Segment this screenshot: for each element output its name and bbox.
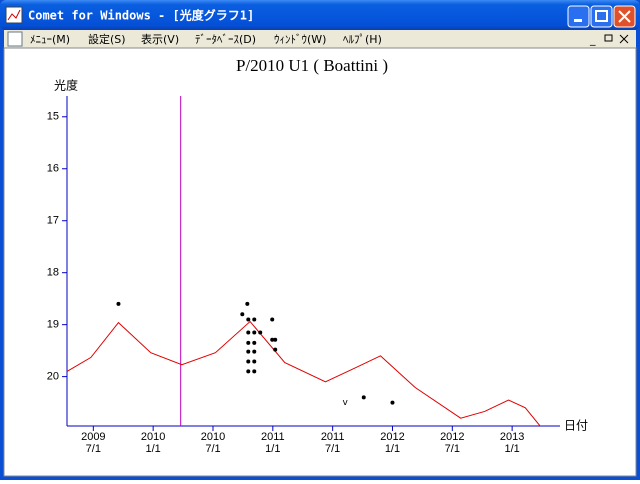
child-close[interactable] xyxy=(619,34,629,44)
observation-dot xyxy=(390,400,395,405)
menu-item[interactable]: 設定(S) xyxy=(88,32,126,46)
menu-item[interactable]: ｳｨﾝﾄﾞｳ(W) xyxy=(274,33,326,46)
chart-title: P/2010 U1 ( Boattini ) xyxy=(236,56,388,75)
x-tick-label: 7/1 xyxy=(325,443,340,455)
menu-item[interactable]: ﾃﾞｰﾀﾍﾞｰｽ(D) xyxy=(195,33,256,46)
y-tick-label: 16 xyxy=(47,163,59,175)
x-tick-label: 2011 xyxy=(261,431,285,443)
observation-dot xyxy=(252,340,257,345)
observation-dot xyxy=(252,359,257,364)
menu-item[interactable]: ﾒﾆｭｰ(M) xyxy=(30,33,70,46)
maximize-icon xyxy=(595,10,608,22)
menu-item[interactable]: ﾍﾙﾌﾟ(H) xyxy=(343,33,382,46)
observation-dot xyxy=(361,395,366,400)
x-tick-label: 1/1 xyxy=(146,443,161,455)
observation-dot xyxy=(245,301,250,306)
menu-item[interactable]: 表示(V) xyxy=(141,32,179,46)
observation-dot xyxy=(246,317,251,322)
observation-dot xyxy=(258,330,263,335)
x-tick-label: 1/1 xyxy=(385,443,400,455)
maximize-button[interactable] xyxy=(590,5,613,28)
observation-dot xyxy=(252,349,257,354)
prediction-curve xyxy=(66,320,541,426)
x-tick-label: 1/1 xyxy=(265,443,280,455)
y-tick-label: 20 xyxy=(47,371,59,383)
y-tick-label: 19 xyxy=(47,319,59,331)
observation-dot xyxy=(246,340,251,345)
menu-bar xyxy=(4,30,636,48)
observation-dot xyxy=(252,369,257,374)
client-area xyxy=(3,47,637,477)
observation-dot xyxy=(270,337,275,342)
x-tick-label: 2009 xyxy=(81,431,105,443)
observation-dot xyxy=(116,301,121,306)
close-icon xyxy=(618,10,631,23)
observation-dot xyxy=(246,330,251,335)
x-tick-label: 2010 xyxy=(201,431,225,443)
x-tick-label: 2011 xyxy=(321,431,345,443)
observation-dot xyxy=(270,317,275,322)
app-icon xyxy=(5,6,23,24)
x-tick-label: 1/1 xyxy=(504,443,519,455)
y-tick-label: 18 xyxy=(47,267,59,279)
observation-dot xyxy=(252,317,257,322)
observation-dot xyxy=(246,359,251,364)
x-axis-label: 日付 xyxy=(564,419,588,433)
y-tick-label: 15 xyxy=(47,111,59,123)
x-tick-label: 2010 xyxy=(141,431,165,443)
observation-dot xyxy=(240,312,245,317)
observation-marker: v xyxy=(343,398,349,408)
app-icon-graph xyxy=(7,9,21,21)
x-tick-label: 7/1 xyxy=(86,443,101,455)
y-tick-label: 17 xyxy=(47,215,59,227)
minimize-button[interactable] xyxy=(567,5,590,28)
title-bar xyxy=(0,0,640,30)
minimize-icon xyxy=(574,19,582,22)
observation-dot xyxy=(246,369,251,374)
window-title: Comet for Windows - [光度グラフ1] xyxy=(28,8,254,23)
x-tick-label: 7/1 xyxy=(205,443,220,455)
observation-dot xyxy=(252,330,257,335)
child-minimize[interactable]: _ xyxy=(589,33,596,46)
observation-dot xyxy=(273,347,278,352)
x-tick-label: 2012 xyxy=(440,431,464,443)
y-axis-label: 光度 xyxy=(54,78,78,93)
x-tick-label: 7/1 xyxy=(445,443,460,455)
child-restore[interactable] xyxy=(604,34,613,42)
x-tick-label: 2013 xyxy=(500,431,524,443)
observation-dot xyxy=(246,349,251,354)
child-icon xyxy=(7,31,23,47)
x-tick-label: 2012 xyxy=(380,431,404,443)
observation-dot xyxy=(273,337,278,342)
